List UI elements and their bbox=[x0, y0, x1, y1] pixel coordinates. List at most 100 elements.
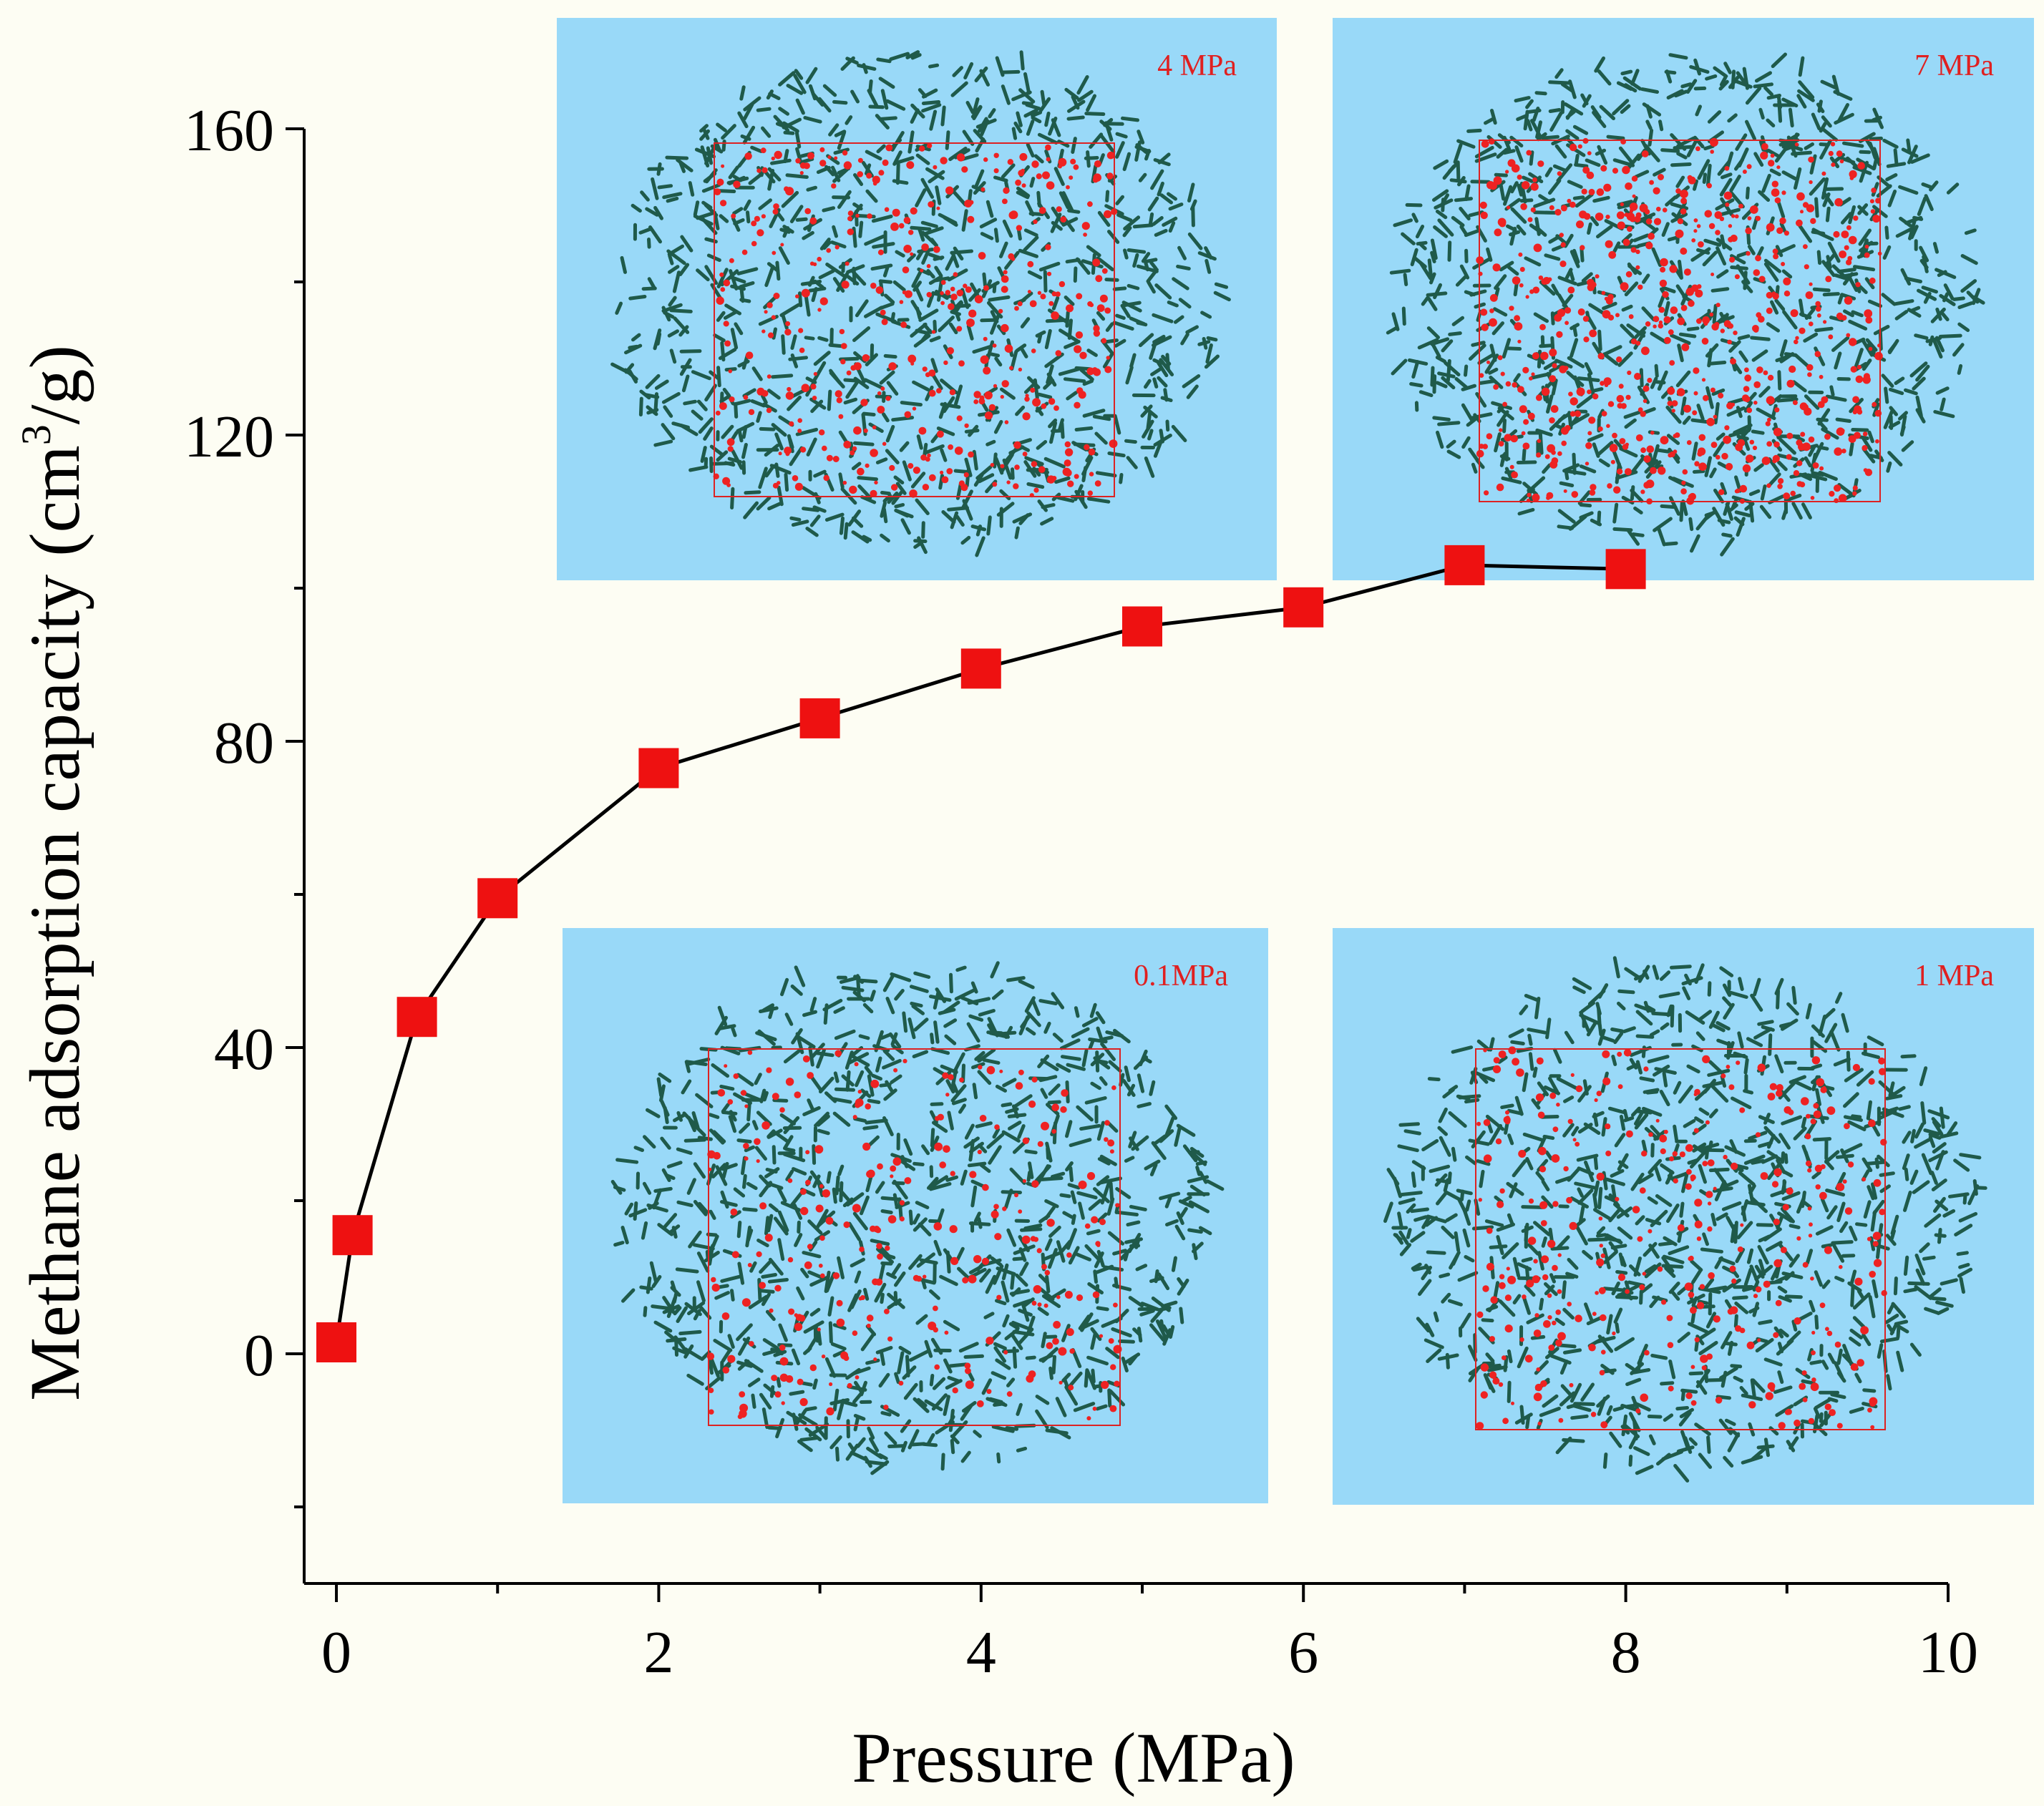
methane-point bbox=[1555, 1309, 1561, 1315]
molecular-bond bbox=[1721, 532, 1733, 538]
molecular-bond bbox=[1781, 97, 1799, 108]
methane-point bbox=[1031, 461, 1038, 467]
methane-point bbox=[889, 464, 895, 472]
molecular-bond bbox=[1153, 1134, 1167, 1146]
methane-point bbox=[1511, 164, 1520, 173]
molecular-bond bbox=[885, 424, 895, 443]
molecular-bond bbox=[928, 63, 940, 69]
molecular-bond bbox=[1048, 1366, 1053, 1380]
methane-point bbox=[1825, 1327, 1829, 1332]
molecular-bond bbox=[1612, 956, 1620, 979]
molecular-bond bbox=[1017, 228, 1022, 241]
methane-point bbox=[1479, 373, 1484, 378]
molecular-bond bbox=[733, 1187, 746, 1198]
molecular-bond bbox=[1642, 1241, 1658, 1257]
methane-point bbox=[977, 1149, 982, 1155]
molecular-bond bbox=[1024, 384, 1035, 394]
molecular-bond bbox=[680, 235, 694, 253]
molecular-bond bbox=[1567, 1258, 1579, 1270]
molecular-bond bbox=[1016, 186, 1031, 197]
molecular-bond bbox=[1563, 1095, 1575, 1103]
molecular-bond bbox=[1445, 1213, 1458, 1222]
molecular-bond bbox=[1460, 1312, 1471, 1329]
molecular-bond bbox=[1019, 346, 1028, 358]
methane-point bbox=[1605, 215, 1610, 220]
molecular-bond bbox=[940, 105, 946, 127]
molecular-bond bbox=[1079, 1123, 1101, 1131]
molecular-bond bbox=[1914, 1254, 1926, 1276]
methane-point bbox=[1669, 265, 1678, 273]
methane-point bbox=[1726, 463, 1733, 471]
molecular-bond bbox=[1182, 374, 1201, 389]
molecular-bond bbox=[900, 1440, 907, 1453]
molecular-bond bbox=[1052, 1033, 1064, 1043]
molecular-bond bbox=[1960, 254, 1978, 265]
molecular-bond bbox=[1766, 118, 1776, 127]
molecular-bond bbox=[1649, 1029, 1660, 1037]
molecular-bond bbox=[915, 1201, 930, 1209]
molecular-bond bbox=[805, 67, 818, 84]
methane-point bbox=[852, 1330, 858, 1336]
methane-point bbox=[1809, 321, 1814, 327]
methane-point bbox=[1561, 440, 1567, 446]
methane-point bbox=[1838, 494, 1847, 502]
methane-point bbox=[1753, 401, 1758, 405]
molecular-bond bbox=[929, 336, 941, 343]
molecular-bond bbox=[1619, 446, 1638, 458]
molecular-bond bbox=[1843, 1092, 1859, 1108]
molecular-bond bbox=[1006, 1228, 1017, 1247]
methane-point bbox=[876, 1243, 882, 1249]
molecular-bond bbox=[913, 1017, 929, 1032]
molecular-bond bbox=[1107, 1388, 1112, 1408]
methane-point bbox=[1690, 1307, 1697, 1314]
molecular-bond bbox=[832, 1187, 837, 1204]
molecular-bond bbox=[872, 242, 895, 249]
methane-point bbox=[1567, 1302, 1572, 1307]
methane-point bbox=[1809, 180, 1813, 185]
methane-point bbox=[727, 1099, 734, 1105]
methane-point bbox=[933, 1305, 938, 1312]
molecular-bond bbox=[975, 1121, 993, 1128]
molecular-bond bbox=[790, 334, 797, 350]
methane-point bbox=[766, 302, 773, 308]
molecular-bond bbox=[1121, 116, 1139, 122]
molecular-bond bbox=[661, 303, 683, 313]
molecular-bond bbox=[1665, 405, 1682, 424]
methane-point bbox=[1016, 225, 1023, 231]
methane-point bbox=[1807, 372, 1812, 377]
molecular-bond bbox=[1695, 1087, 1710, 1101]
methane-point bbox=[928, 474, 936, 482]
molecular-bond bbox=[1620, 323, 1635, 338]
molecular-bond bbox=[1051, 1354, 1056, 1375]
methane-point bbox=[730, 1209, 738, 1216]
methane-point bbox=[1680, 248, 1688, 255]
molecular-bond bbox=[1386, 326, 1399, 335]
methane-point bbox=[1635, 1408, 1641, 1414]
molecular-bond bbox=[1653, 1165, 1662, 1182]
molecular-bond bbox=[1467, 1344, 1478, 1362]
molecular-bond bbox=[1794, 167, 1802, 190]
molecular-bond bbox=[1634, 1111, 1643, 1126]
molecular-bond bbox=[1895, 226, 1915, 238]
molecular-bond bbox=[978, 1009, 996, 1017]
molecular-bond bbox=[1901, 440, 1914, 452]
methane-point bbox=[802, 1055, 810, 1063]
molecular-bond bbox=[1611, 1055, 1617, 1066]
molecular-bond bbox=[1187, 232, 1203, 250]
methane-point bbox=[1551, 457, 1559, 464]
molecular-bond bbox=[1096, 256, 1114, 272]
molecular-bond bbox=[1675, 370, 1691, 388]
molecular-bond bbox=[645, 207, 659, 217]
molecular-bond bbox=[1108, 1060, 1122, 1073]
molecular-bond bbox=[698, 417, 714, 434]
methane-point bbox=[754, 1138, 761, 1146]
molecular-bond bbox=[651, 1304, 673, 1311]
methane-point bbox=[819, 429, 825, 436]
molecular-bond bbox=[1484, 117, 1495, 125]
methane-point bbox=[1607, 401, 1615, 407]
molecular-bond bbox=[871, 1073, 882, 1081]
molecular-bond bbox=[884, 293, 895, 304]
methane-point bbox=[1700, 1354, 1708, 1363]
molecular-bond bbox=[1504, 467, 1513, 480]
methane-point bbox=[751, 240, 757, 247]
